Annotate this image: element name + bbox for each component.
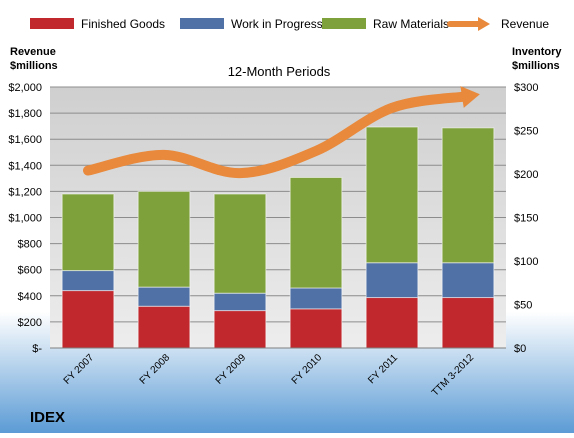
legend-label: Revenue (501, 17, 549, 31)
legend-label: Finished Goods (81, 17, 165, 31)
bar-finished-goods (365, 297, 419, 349)
right-tick-label: $100 (514, 256, 538, 268)
left-axis-ticks: $- $200 $400 $600 $800 $1,000 $1,200 $1,400 $1,6… (8, 82, 42, 355)
left-axis-title-line1: Revenue (10, 46, 56, 58)
left-tick-label: $1,800 (8, 108, 42, 120)
left-tick-label: $- (32, 343, 42, 355)
bar-raw-materials (137, 190, 191, 288)
left-tick-label: $2,000 (8, 82, 42, 94)
left-tick-label: $1,000 (8, 213, 42, 225)
legend-swatch-raw-materials (322, 18, 366, 29)
right-tick-label: $300 (514, 82, 538, 94)
right-axis-title-line2: $millions (512, 60, 560, 72)
bar-work-in-progress (441, 262, 495, 299)
bar-work-in-progress (61, 270, 115, 292)
bar-finished-goods (441, 297, 495, 349)
bar-work-in-progress (213, 292, 267, 312)
right-tick-label: $200 (514, 169, 538, 181)
revenue-arrowhead (460, 86, 480, 108)
bar-finished-goods (289, 308, 343, 349)
bar-raw-materials (61, 193, 115, 272)
left-tick-label: $800 (18, 239, 42, 251)
chart-subtitle: 12-Month Periods (228, 64, 331, 79)
left-axis-title-line2: $millions (10, 60, 58, 72)
company-name: IDEX (30, 409, 65, 426)
right-tick-label: $0 (514, 343, 526, 355)
bar-raw-materials (213, 193, 267, 294)
right-tick-label: $250 (514, 126, 538, 138)
legend-label: Raw Materials (373, 17, 449, 31)
legend-swatch-finished-goods (30, 18, 74, 29)
bar-raw-materials (441, 127, 495, 264)
bar-work-in-progress (289, 287, 343, 310)
revenue-line-layer (83, 86, 480, 179)
left-tick-label: $400 (18, 291, 42, 303)
bars (61, 126, 495, 349)
bar-finished-goods (213, 310, 267, 349)
bar-finished-goods (137, 305, 191, 349)
bar-raw-materials (365, 126, 419, 264)
left-tick-label: $1,200 (8, 186, 42, 198)
legend-label: Work in Progress (231, 17, 323, 31)
right-tick-label: $50 (514, 300, 532, 312)
legend-arrowhead (478, 17, 490, 31)
left-tick-label: $600 (18, 265, 42, 277)
bar-raw-materials (289, 176, 343, 289)
right-axis-ticks: $0 $50 $100 $150 $200 $250 $300 (514, 82, 538, 355)
bar-finished-goods (61, 290, 115, 349)
left-tick-label: $1,600 (8, 134, 42, 146)
revenue-line (83, 91, 473, 179)
right-tick-label: $150 (514, 213, 538, 225)
legend: Finished Goods Work in Progress Raw Materi… (30, 17, 549, 31)
legend-swatch-work-in-progress (180, 18, 224, 29)
bar-work-in-progress (365, 262, 419, 299)
right-axis-title-line1: Inventory (512, 46, 562, 58)
left-tick-label: $200 (18, 317, 42, 329)
bar-work-in-progress (137, 286, 191, 307)
left-tick-label: $1,400 (8, 160, 42, 172)
